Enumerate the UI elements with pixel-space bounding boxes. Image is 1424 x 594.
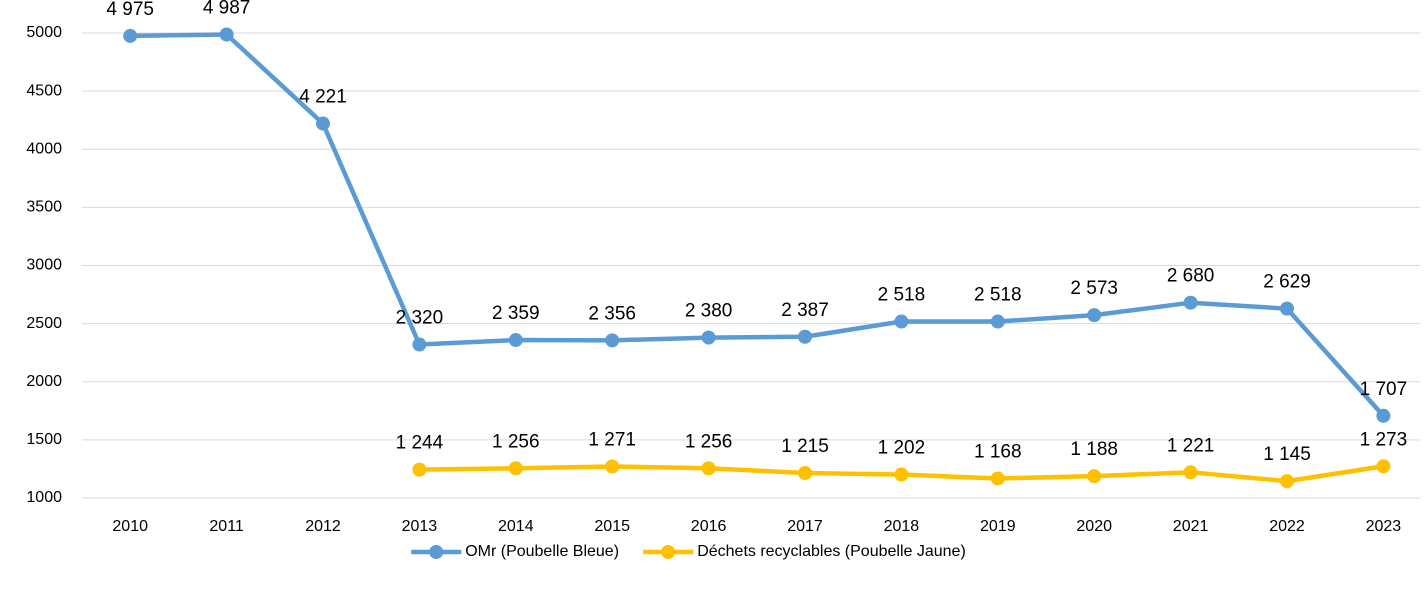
legend-label: Déchets recyclables (Poubelle Jaune) bbox=[697, 543, 966, 560]
x-tick-label: 2011 bbox=[209, 518, 244, 535]
y-tick-label: 1000 bbox=[26, 489, 62, 506]
y-tick-label: 2000 bbox=[26, 373, 62, 390]
point bbox=[701, 461, 716, 476]
data-label: 1 215 bbox=[781, 436, 829, 457]
x-tick-label: 2022 bbox=[1269, 518, 1305, 535]
data-label: 2 359 bbox=[492, 303, 540, 324]
x-tick-label: 2018 bbox=[884, 518, 920, 535]
point bbox=[1183, 465, 1198, 480]
data-label: 4 987 bbox=[203, 0, 251, 19]
data-label: 1 244 bbox=[396, 433, 444, 454]
point bbox=[412, 337, 427, 352]
x-tick-label: 2019 bbox=[980, 518, 1016, 535]
point bbox=[316, 116, 330, 131]
y-tick-label: 3000 bbox=[26, 257, 62, 274]
point bbox=[412, 462, 427, 477]
x-tick-label: 2010 bbox=[112, 518, 148, 535]
point bbox=[123, 28, 138, 43]
data-label: 2 387 bbox=[781, 300, 829, 321]
point bbox=[605, 459, 620, 474]
point bbox=[1087, 308, 1102, 323]
x-tick-label: 2013 bbox=[402, 518, 438, 535]
data-label: 2 518 bbox=[878, 285, 926, 306]
point bbox=[894, 467, 909, 482]
y-tick-label: 3500 bbox=[26, 199, 62, 216]
point bbox=[990, 471, 1005, 486]
point bbox=[1280, 301, 1294, 316]
y-tick-label: 5000 bbox=[26, 24, 62, 41]
point bbox=[990, 314, 1005, 329]
data-label: 2 320 bbox=[396, 308, 444, 329]
y-tick-label: 1500 bbox=[26, 431, 62, 448]
data-label: 2 680 bbox=[1167, 266, 1215, 287]
x-tick-label: 2017 bbox=[787, 518, 823, 535]
x-tick-label: 2020 bbox=[1076, 518, 1112, 535]
x-tick-label: 2015 bbox=[594, 518, 630, 535]
point bbox=[701, 330, 716, 345]
point bbox=[894, 314, 909, 329]
data-label: 1 145 bbox=[1263, 444, 1311, 465]
series-line bbox=[130, 32, 1386, 418]
data-label: 4 221 bbox=[299, 87, 347, 108]
legend-marker bbox=[661, 545, 676, 559]
data-label: 1 188 bbox=[1070, 439, 1118, 460]
data-label: 1 256 bbox=[492, 431, 540, 452]
y-tick-label: 2500 bbox=[26, 315, 62, 332]
x-tick-label: 2023 bbox=[1366, 518, 1402, 535]
data-label: 1 707 bbox=[1360, 379, 1408, 400]
point bbox=[1376, 459, 1391, 474]
point bbox=[1183, 295, 1198, 310]
point bbox=[508, 333, 523, 348]
y-tick-label: 4000 bbox=[26, 140, 62, 157]
x-tick-label: 2014 bbox=[498, 518, 534, 535]
x-tick-label: 2012 bbox=[305, 518, 341, 535]
point bbox=[1280, 474, 1294, 489]
point bbox=[1376, 408, 1391, 423]
point bbox=[605, 333, 620, 348]
data-label: 1 202 bbox=[878, 438, 926, 459]
point bbox=[508, 461, 523, 476]
data-label: 1 256 bbox=[685, 431, 733, 452]
legend-marker bbox=[429, 545, 444, 559]
point bbox=[798, 329, 812, 344]
y-tick-label: 4500 bbox=[26, 82, 62, 99]
data-label: 2 518 bbox=[974, 285, 1022, 306]
point bbox=[219, 27, 234, 42]
x-tick-label: 2016 bbox=[691, 518, 727, 535]
data-label: 1 273 bbox=[1360, 429, 1408, 450]
data-label: 1 271 bbox=[588, 430, 636, 451]
legend-label: OMr (Poubelle Bleue) bbox=[465, 543, 619, 560]
data-label: 2 380 bbox=[685, 301, 733, 322]
data-label: 4 975 bbox=[106, 0, 154, 20]
data-label: 2 356 bbox=[588, 303, 636, 324]
point bbox=[798, 466, 812, 481]
data-label: 1 221 bbox=[1167, 435, 1215, 456]
data-label: 2 573 bbox=[1070, 278, 1118, 299]
x-tick-label: 2021 bbox=[1173, 518, 1209, 535]
point bbox=[1087, 469, 1102, 484]
data-label: 1 168 bbox=[974, 441, 1022, 462]
data-label: 2 629 bbox=[1263, 272, 1311, 293]
